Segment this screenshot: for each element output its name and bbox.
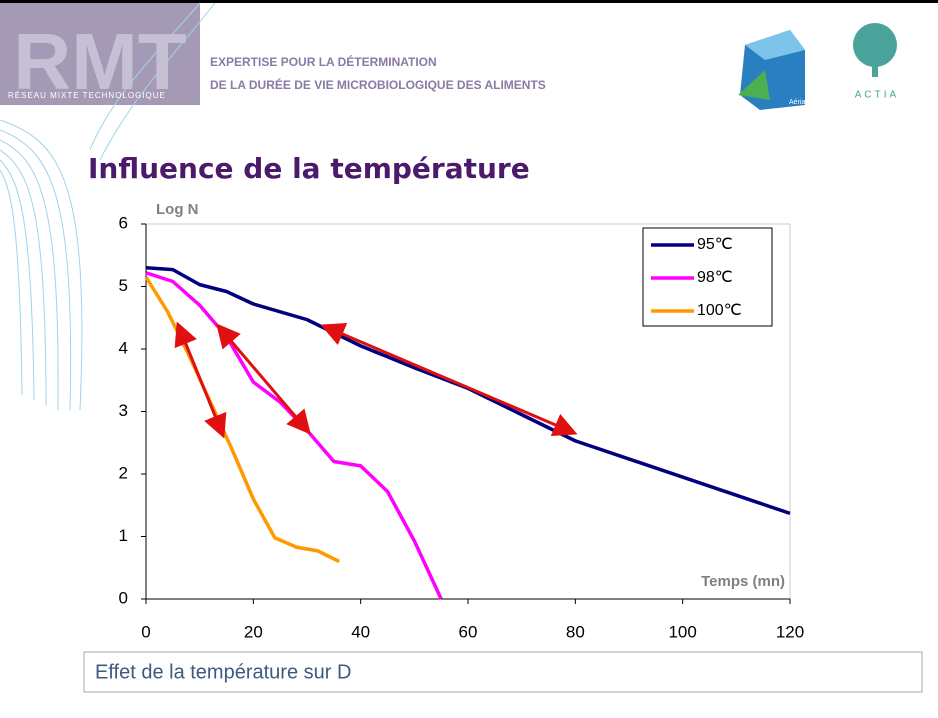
logo-caption: RÉSEAU MIXTE TECHNOLOGIQUE xyxy=(8,91,166,100)
y-tick-label: 0 xyxy=(119,588,128,607)
slide-title: Influence de la température xyxy=(88,152,530,185)
arrow xyxy=(320,323,578,436)
logo-caption: Aérial xyxy=(789,99,807,106)
arrow xyxy=(174,321,227,439)
legend-label: 95℃ xyxy=(697,236,733,253)
x-tick-label: 60 xyxy=(459,622,478,641)
header-line: EXPERTISE POUR LA DÉTERMINATION xyxy=(210,54,437,69)
x-tick-label: 20 xyxy=(244,622,263,641)
logo-text: RMT xyxy=(13,17,186,106)
y-tick-label: 1 xyxy=(119,526,128,545)
y-tick-label: 4 xyxy=(119,338,128,357)
aerial-logo xyxy=(738,30,805,110)
x-tick-label: 0 xyxy=(141,622,150,641)
x-tick-label: 100 xyxy=(668,622,696,641)
x-axis-label: Temps (mn) xyxy=(701,573,785,590)
top-border xyxy=(0,0,938,3)
arrow xyxy=(216,323,311,435)
logo-caption: ACTIA xyxy=(855,90,899,101)
x-tick-label: 40 xyxy=(351,622,370,641)
x-tick-label: 80 xyxy=(566,622,585,641)
footer-text: Effet de la température sur D xyxy=(95,661,351,683)
y-tick-label: 3 xyxy=(119,401,128,420)
header-line: DE LA DURÉE DE VIE MICROBIOLOGIQUE DES A… xyxy=(210,77,546,92)
decor-swirl xyxy=(0,2,216,411)
x-tick-label: 120 xyxy=(776,622,804,641)
legend-label: 100℃ xyxy=(697,302,742,319)
y-tick-label: 2 xyxy=(119,463,128,482)
legend-label: 98℃ xyxy=(697,269,733,286)
header-band xyxy=(0,3,200,105)
y-tick-label: 5 xyxy=(119,276,128,295)
legend: 95℃ 98℃ 100℃ xyxy=(642,227,773,327)
annotation-arrows xyxy=(174,321,578,439)
y-axis-label: Log N xyxy=(156,201,199,218)
y-tick-label: 6 xyxy=(119,213,128,232)
footer-box xyxy=(83,651,923,693)
data-line xyxy=(145,271,443,600)
actia-logo xyxy=(853,23,897,77)
